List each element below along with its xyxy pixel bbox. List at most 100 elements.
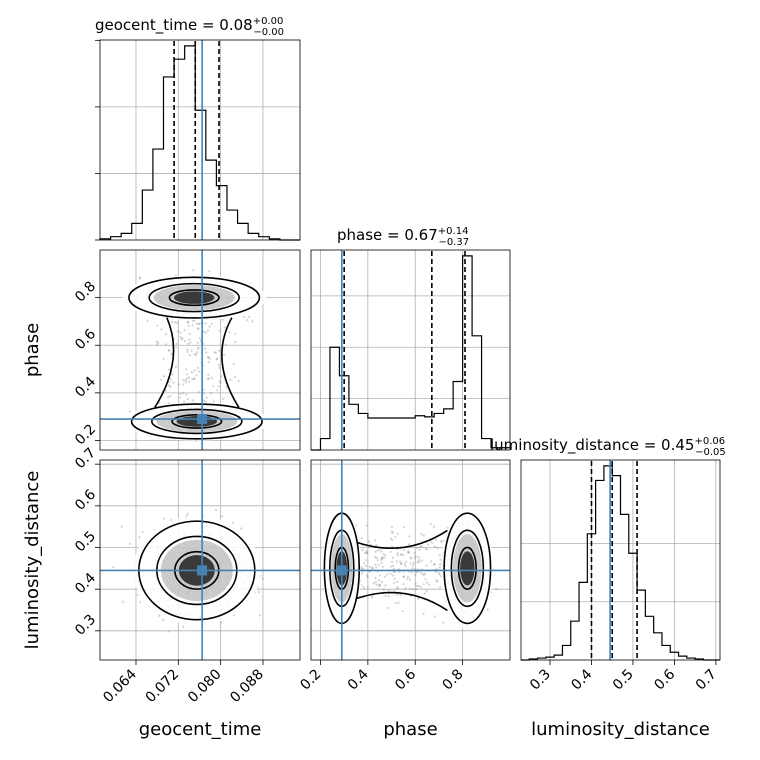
- sample-point: [213, 351, 216, 354]
- sample-point: [195, 374, 198, 377]
- sample-point: [251, 320, 254, 323]
- title-minus-geocent_time: −0.00: [253, 27, 284, 38]
- sample-point: [418, 548, 421, 551]
- sample-point: [384, 594, 387, 597]
- sample-point: [427, 583, 431, 586]
- title-phase: phase = 0.67+0.14 −0.37: [337, 226, 469, 248]
- y-tick-label: 0.4: [72, 570, 99, 597]
- sample-point: [426, 581, 429, 584]
- sample-point: [189, 341, 192, 344]
- sample-point: [394, 536, 397, 539]
- sample-point: [422, 583, 425, 586]
- sample-point: [436, 580, 439, 583]
- sample-point: [216, 389, 219, 392]
- contour-line: [128, 276, 261, 319]
- sample-point: [395, 593, 399, 596]
- sample-point: [196, 327, 199, 330]
- sample-point: [167, 401, 170, 405]
- sample-point: [400, 553, 403, 556]
- sample-point: [186, 397, 189, 401]
- sample-point: [402, 553, 405, 557]
- x-tick-label: 0.2: [297, 666, 324, 693]
- x-axis-label: luminosity_distance: [531, 719, 710, 740]
- sample-point: [422, 534, 425, 537]
- sample-point: [396, 532, 399, 536]
- sample-point: [360, 572, 364, 575]
- sample-point: [390, 530, 393, 533]
- sample-point: [387, 595, 390, 598]
- histogram-geocent_time: [99, 45, 300, 241]
- title-geocent_time: geocent_time = 0.08+0.00 −0.00: [95, 16, 284, 38]
- sample-point: [181, 337, 184, 340]
- sample-point: [362, 562, 366, 565]
- contour-line: [148, 282, 240, 313]
- sample-point: [168, 349, 171, 352]
- title-luminosity_distance: luminosity_distance = 0.45+0.06 −0.05: [490, 436, 726, 458]
- sample-point: [361, 584, 364, 587]
- sample-point: [240, 527, 243, 530]
- sample-point: [396, 554, 399, 557]
- sample-point: [216, 357, 219, 360]
- sample-point: [373, 555, 377, 559]
- sample-point: [362, 586, 365, 589]
- sample-point: [433, 563, 436, 566]
- sample-point: [420, 545, 423, 548]
- sample-point: [169, 377, 172, 381]
- sample-point: [167, 349, 170, 352]
- sample-point: [185, 373, 189, 376]
- sample-point: [121, 600, 125, 603]
- sample-point: [360, 567, 363, 570]
- sample-point: [197, 391, 201, 394]
- sample-point: [407, 550, 410, 553]
- sample-point: [231, 521, 235, 524]
- sample-point: [184, 381, 187, 384]
- sample-point: [202, 399, 205, 402]
- sample-point: [422, 612, 425, 615]
- sample-point: [228, 330, 231, 334]
- x-axis-geocent_time: 0.064 0.072 0.080 0.088 geocent_time: [100, 660, 267, 740]
- sample-point: [156, 324, 159, 327]
- sample-point: [187, 342, 190, 345]
- sample-point: [174, 365, 178, 368]
- sample-point: [191, 399, 194, 402]
- sample-point: [185, 377, 188, 380]
- sample-point: [396, 587, 399, 590]
- sample-point: [391, 538, 394, 542]
- x-tick-label: 0.088: [227, 666, 267, 706]
- histogram-phase: [311, 255, 510, 451]
- sample-point: [403, 548, 406, 551]
- sample-point: [420, 559, 424, 562]
- sample-point: [198, 337, 201, 340]
- sample-point: [164, 389, 168, 392]
- sample-point: [383, 556, 386, 559]
- sample-point: [375, 543, 378, 547]
- sample-point: [191, 377, 194, 381]
- sample-point: [218, 366, 221, 369]
- sample-point: [402, 575, 405, 578]
- sample-point: [188, 332, 191, 335]
- sample-point: [426, 548, 429, 551]
- sample-point: [380, 550, 383, 553]
- title-plus-luminosity_distance: +0.06: [694, 436, 725, 447]
- sample-point: [197, 346, 200, 349]
- sample-point: [360, 537, 363, 540]
- density-core: [460, 551, 475, 586]
- sample-point: [156, 343, 159, 346]
- sample-point: [212, 385, 215, 388]
- sample-point: [207, 356, 210, 359]
- sample-point: [186, 350, 189, 353]
- sample-point: [162, 375, 166, 378]
- sample-point: [421, 572, 424, 575]
- sample-point: [196, 366, 200, 370]
- histogram-luminosity_distance: [521, 465, 720, 661]
- sample-point: [176, 321, 179, 324]
- sample-point: [218, 349, 221, 352]
- sample-point: [389, 550, 392, 554]
- sample-point: [369, 543, 372, 546]
- sample-point: [384, 554, 387, 557]
- sample-point: [372, 582, 375, 585]
- sample-point: [382, 553, 385, 556]
- sample-point: [157, 341, 160, 344]
- sample-point: [396, 580, 399, 583]
- sample-point: [162, 517, 165, 520]
